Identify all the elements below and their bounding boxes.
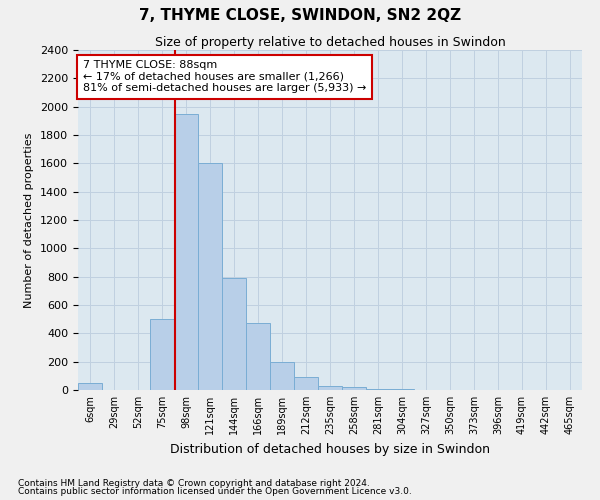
Bar: [150, 319, 174, 390]
Bar: [270, 362, 294, 390]
Text: Contains public sector information licensed under the Open Government Licence v3: Contains public sector information licen…: [18, 487, 412, 496]
Bar: [222, 278, 246, 390]
Bar: [342, 387, 366, 390]
X-axis label: Distribution of detached houses by size in Swindon: Distribution of detached houses by size …: [170, 442, 490, 456]
Bar: [294, 378, 318, 390]
Bar: [318, 386, 342, 390]
Bar: [78, 383, 102, 390]
Title: Size of property relative to detached houses in Swindon: Size of property relative to detached ho…: [155, 36, 505, 49]
Text: 7, THYME CLOSE, SWINDON, SN2 2QZ: 7, THYME CLOSE, SWINDON, SN2 2QZ: [139, 8, 461, 22]
Bar: [174, 114, 198, 390]
Bar: [366, 389, 390, 390]
Bar: [198, 164, 222, 390]
Text: Contains HM Land Registry data © Crown copyright and database right 2024.: Contains HM Land Registry data © Crown c…: [18, 478, 370, 488]
Bar: [390, 389, 414, 390]
Bar: [246, 324, 270, 390]
Text: 7 THYME CLOSE: 88sqm
← 17% of detached houses are smaller (1,266)
81% of semi-de: 7 THYME CLOSE: 88sqm ← 17% of detached h…: [83, 60, 367, 94]
Y-axis label: Number of detached properties: Number of detached properties: [25, 132, 34, 308]
